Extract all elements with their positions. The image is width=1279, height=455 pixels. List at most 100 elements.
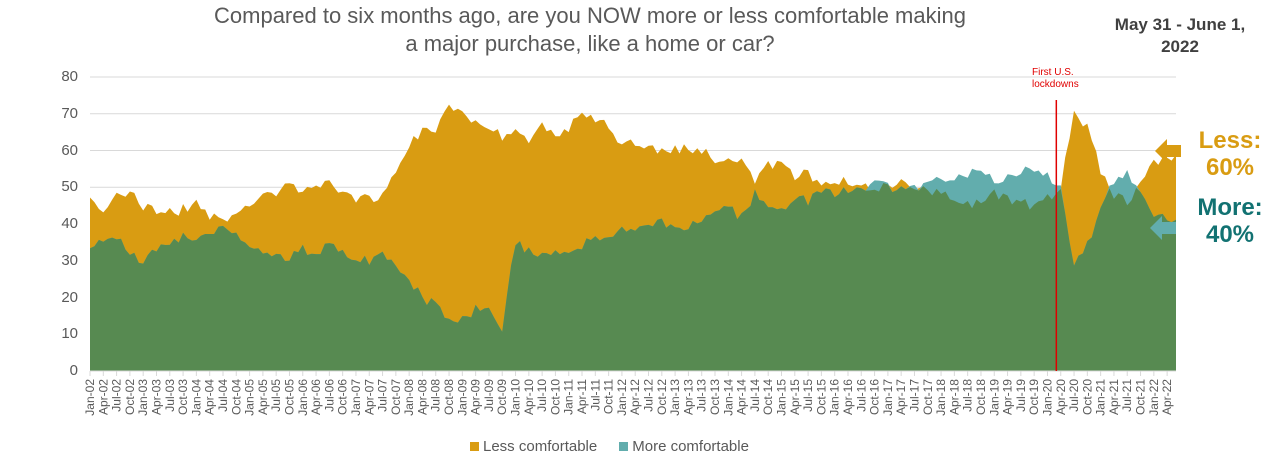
x-tick-label: Apr-19 bbox=[1001, 379, 1015, 415]
x-tick-label: Jul-14 bbox=[748, 379, 762, 412]
x-tick-label: Apr-16 bbox=[841, 379, 855, 415]
less-callout: Less: 60% bbox=[1185, 127, 1275, 181]
x-tick-label: Jul-16 bbox=[854, 379, 868, 412]
chart-title: Compared to six months ago, are you NOW … bbox=[150, 2, 1030, 58]
x-tick-label: Jul-09 bbox=[482, 379, 496, 412]
chart-title-line1: Compared to six months ago, are you NOW … bbox=[214, 3, 966, 28]
x-tick-label: Apr-15 bbox=[788, 379, 802, 415]
x-tick-label: Jul-05 bbox=[269, 379, 283, 412]
x-tick-label: Jul-10 bbox=[535, 379, 549, 412]
x-tick-label: Jan-05 bbox=[243, 379, 257, 416]
y-tick-label: 80 bbox=[61, 68, 78, 85]
legend-swatch-more-icon bbox=[619, 442, 629, 451]
x-tick-label: Jul-21 bbox=[1120, 379, 1134, 412]
x-tick-label: Oct-17 bbox=[921, 379, 935, 415]
y-tick-label: 70 bbox=[61, 104, 78, 122]
less-callout-label: Less: bbox=[1198, 127, 1262, 154]
x-tick-label: Jan-21 bbox=[1094, 379, 1108, 416]
x-tick-label: Oct-02 bbox=[123, 379, 137, 415]
x-tick-label: Oct-04 bbox=[229, 379, 243, 415]
lockdown-annotation-line1: First U.S. bbox=[1032, 67, 1074, 78]
x-tick-label: Jan-13 bbox=[668, 379, 682, 416]
x-tick-label: Apr-11 bbox=[575, 379, 589, 414]
x-tick-label: Jan-18 bbox=[934, 379, 948, 416]
legend-item-less: Less comfortable bbox=[470, 438, 597, 455]
y-tick-label: 40 bbox=[61, 215, 78, 232]
legend-label-more: More comfortable bbox=[632, 438, 749, 455]
x-tick-label: Jul-02 bbox=[110, 379, 124, 412]
x-tick-label: Apr-10 bbox=[522, 379, 536, 415]
x-tick-label: Jan-22 bbox=[1147, 379, 1161, 416]
more-callout: More: 40% bbox=[1185, 194, 1275, 248]
x-tick-label: Jan-04 bbox=[189, 379, 203, 416]
legend-swatch-less-icon bbox=[470, 442, 479, 451]
x-tick-label: Jul-07 bbox=[376, 379, 390, 412]
y-tick-label: 10 bbox=[61, 325, 78, 343]
x-tick-label: Jul-19 bbox=[1014, 379, 1028, 412]
x-tick-label: Jan-08 bbox=[402, 379, 416, 416]
x-tick-label: Jan-03 bbox=[136, 379, 150, 416]
x-tick-label: Oct-21 bbox=[1134, 379, 1148, 415]
x-tick-label: Oct-18 bbox=[974, 379, 988, 415]
x-tick-label: Jul-12 bbox=[642, 379, 656, 412]
x-tick-label: Jan-15 bbox=[774, 379, 788, 416]
x-tick-label: Apr-13 bbox=[681, 379, 695, 415]
x-tick-label: Oct-15 bbox=[814, 379, 828, 415]
less-arrow-icon bbox=[1155, 139, 1181, 163]
x-tick-label: Jul-20 bbox=[1067, 379, 1081, 412]
x-tick-label: Apr-05 bbox=[256, 379, 270, 415]
x-tick-label: Jul-08 bbox=[429, 379, 443, 412]
x-tick-label: Apr-09 bbox=[469, 379, 483, 415]
x-tick-label: Jan-09 bbox=[455, 379, 469, 416]
x-tick-label: Apr-14 bbox=[735, 379, 749, 415]
x-tick-label: Apr-02 bbox=[96, 379, 110, 415]
y-tick-label: 30 bbox=[61, 251, 78, 269]
lockdown-annotation-line2: lockdowns bbox=[1032, 79, 1079, 90]
x-tick-label: Apr-17 bbox=[894, 379, 908, 415]
x-tick-label: Jan-10 bbox=[509, 379, 523, 416]
x-tick-label: Oct-09 bbox=[495, 379, 509, 415]
x-tick-label: Oct-08 bbox=[442, 379, 456, 415]
x-tick-label: Apr-20 bbox=[1054, 379, 1068, 415]
x-tick-label: Jan-16 bbox=[828, 379, 842, 416]
x-tick-label: Oct-11 bbox=[602, 379, 616, 414]
x-tick-label: Apr-21 bbox=[1107, 379, 1121, 415]
lockdown-annotation: First U.S. lockdowns bbox=[1032, 67, 1079, 91]
chart-legend: Less comfortable More comfortable bbox=[470, 438, 749, 455]
x-tick-label: Oct-19 bbox=[1027, 379, 1041, 415]
survey-date-line1: May 31 - June 1, bbox=[1114, 15, 1246, 34]
x-tick-label: Apr-03 bbox=[149, 379, 163, 415]
x-tick-label: Jan-02 bbox=[83, 379, 97, 416]
x-tick-label: Apr-08 bbox=[415, 379, 429, 415]
x-tick-label: Jan-11 bbox=[562, 379, 576, 415]
less-callout-value: 60% bbox=[1205, 154, 1255, 181]
y-tick-label: 0 bbox=[69, 362, 78, 379]
chart-title-line2: a major purchase, like a home or car? bbox=[405, 31, 775, 56]
legend-label-less: Less comfortable bbox=[483, 438, 598, 455]
x-tick-label: Jan-12 bbox=[615, 379, 629, 416]
y-tick-label: 50 bbox=[61, 178, 78, 196]
x-tick-label: Apr-22 bbox=[1160, 379, 1174, 415]
x-tick-label: Jul-11 bbox=[588, 379, 602, 411]
x-tick-label: Oct-07 bbox=[389, 379, 403, 415]
x-tick-label: Jul-15 bbox=[801, 379, 815, 412]
x-tick-label: Jul-13 bbox=[695, 379, 709, 412]
more-callout-value: 40% bbox=[1205, 221, 1255, 248]
overlap-area bbox=[90, 183, 1176, 371]
x-tick-label: Jan-20 bbox=[1040, 379, 1054, 416]
y-tick-label: 60 bbox=[61, 141, 78, 159]
x-tick-label: Apr-12 bbox=[628, 379, 642, 415]
more-callout-label: More: bbox=[1197, 194, 1263, 221]
x-tick-label: Oct-16 bbox=[868, 379, 882, 415]
x-tick-label: Jan-14 bbox=[721, 379, 735, 416]
legend-item-more: More comfortable bbox=[619, 438, 749, 455]
x-tick-label: Apr-18 bbox=[947, 379, 961, 415]
x-tick-label: Jul-04 bbox=[216, 379, 230, 412]
x-tick-label: Jan-07 bbox=[349, 379, 363, 416]
x-tick-label: Oct-06 bbox=[336, 379, 350, 415]
x-tick-label: Oct-05 bbox=[282, 379, 296, 415]
x-tick-label: Jul-06 bbox=[322, 379, 336, 412]
y-tick-label: 20 bbox=[61, 288, 78, 306]
x-tick-label: Apr-07 bbox=[362, 379, 376, 415]
